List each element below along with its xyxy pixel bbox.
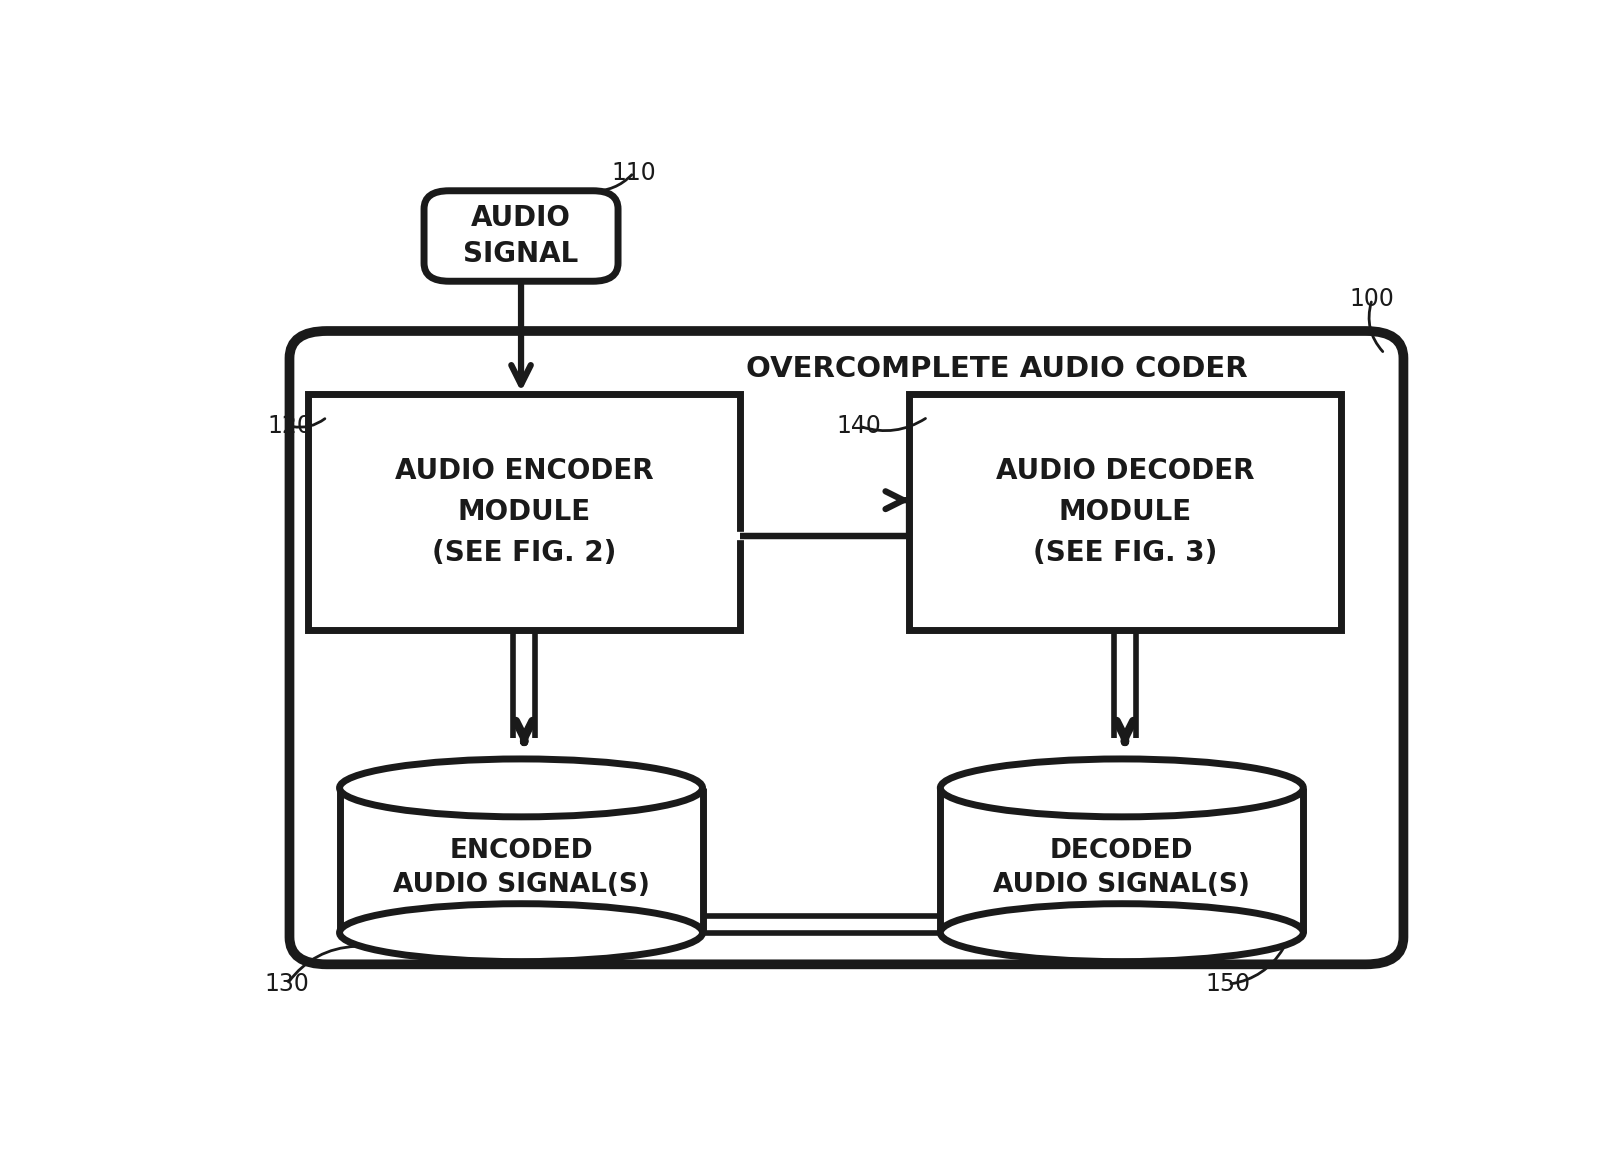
Text: AUDIO
SIGNAL: AUDIO SIGNAL: [463, 203, 578, 268]
Text: ENCODED
AUDIO SIGNAL(S): ENCODED AUDIO SIGNAL(S): [392, 838, 649, 898]
Ellipse shape: [939, 759, 1302, 817]
FancyBboxPatch shape: [424, 190, 618, 281]
Ellipse shape: [939, 904, 1302, 961]
Ellipse shape: [939, 904, 1302, 961]
Text: 150: 150: [1206, 972, 1249, 996]
Text: 140: 140: [836, 414, 881, 438]
Ellipse shape: [339, 904, 702, 961]
Text: AUDIO ENCODER
MODULE
(SEE FIG. 2): AUDIO ENCODER MODULE (SEE FIG. 2): [394, 457, 654, 568]
Text: 120: 120: [266, 414, 312, 438]
FancyBboxPatch shape: [308, 395, 739, 630]
Bar: [939, 788, 1302, 933]
Bar: [339, 788, 702, 933]
Ellipse shape: [339, 759, 702, 817]
Ellipse shape: [339, 904, 702, 961]
Text: DECODED
AUDIO SIGNAL(S): DECODED AUDIO SIGNAL(S): [993, 838, 1249, 898]
Text: 100: 100: [1349, 288, 1394, 311]
Text: OVERCOMPLETE AUDIO CODER: OVERCOMPLETE AUDIO CODER: [746, 355, 1246, 383]
FancyBboxPatch shape: [909, 395, 1340, 630]
FancyBboxPatch shape: [289, 331, 1403, 965]
Text: 130: 130: [265, 972, 310, 996]
Text: 110: 110: [612, 161, 655, 184]
Text: AUDIO DECODER
MODULE
(SEE FIG. 3): AUDIO DECODER MODULE (SEE FIG. 3): [996, 457, 1254, 568]
